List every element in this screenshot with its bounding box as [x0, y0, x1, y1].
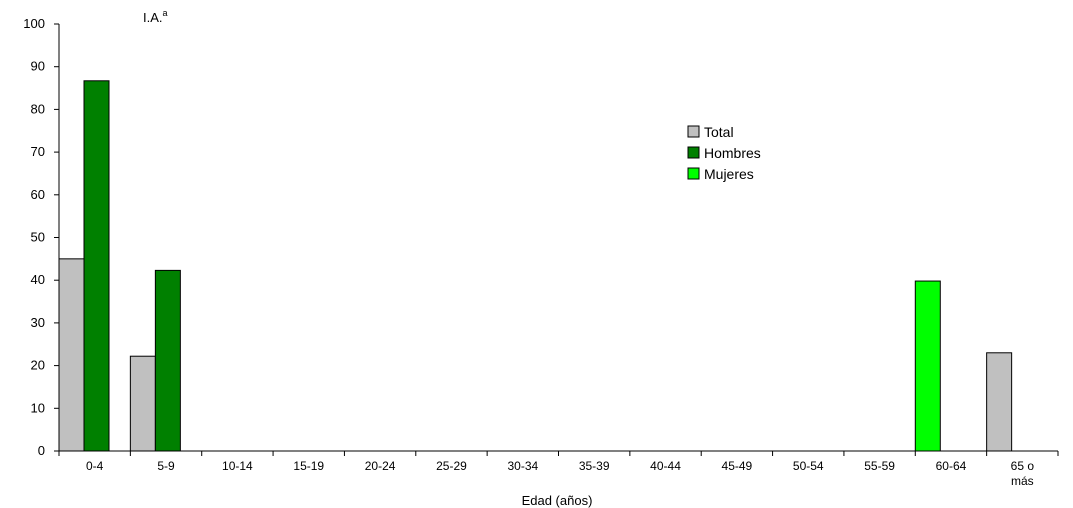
bar-total-65-o-más	[986, 352, 1013, 452]
y-tick-label: 0	[38, 443, 45, 458]
x-tick-label: 15-19	[293, 459, 324, 473]
x-tick-label: 30-34	[507, 459, 538, 473]
legend-swatch-hombres	[687, 146, 700, 159]
y-tick-label: 60	[31, 187, 45, 202]
x-tick-label: 35-39	[579, 459, 610, 473]
x-axis: 0-4 5-9 10-14 15-19 20-24 25-29 30-34 35-39 40-4…	[58, 450, 1059, 488]
y-tick-label: 70	[31, 144, 45, 159]
y-tick-label: 50	[31, 230, 45, 245]
legend-label-hombres: Hombres	[704, 145, 761, 161]
bars	[58, 80, 1013, 452]
y-tick-label: 20	[31, 358, 45, 373]
bar-mujeres-60-64	[914, 280, 941, 452]
x-tick-label: 5-9	[157, 459, 175, 473]
legend-label-mujeres: Mujeres	[704, 166, 754, 182]
bar-hombres-5-9	[154, 269, 181, 452]
bar-total-5-9	[129, 355, 156, 452]
x-tick-label: 60-64	[936, 459, 967, 473]
y-tick-label: 80	[31, 101, 45, 116]
y-tick-label: 30	[31, 315, 45, 330]
y-tick-label: 100	[23, 16, 45, 31]
bar-total-0-4	[58, 258, 85, 452]
x-tick-label: 20-24	[365, 459, 396, 473]
bar-hombres-0-4	[83, 80, 110, 452]
x-tick-label: 40-44	[650, 459, 681, 473]
x-axis-title: Edad (años)	[522, 493, 593, 508]
x-tick-label: 65 o	[1011, 459, 1035, 473]
legend-swatch-mujeres	[687, 167, 700, 180]
y-axis: 0 10 20 30 40 50 60 70 80 90 100	[23, 16, 60, 458]
x-tick-label: 45-49	[722, 459, 753, 473]
x-tick-label: 0-4	[86, 459, 104, 473]
x-tick-label: 10-14	[222, 459, 253, 473]
y-tick-label: 10	[31, 400, 45, 415]
legend: Total Hombres Mujeres	[687, 124, 761, 182]
x-tick-label: 55-59	[864, 459, 895, 473]
x-tick-label: 50-54	[793, 459, 824, 473]
legend-swatch-total	[687, 125, 700, 138]
y-tick-label: 90	[31, 59, 45, 74]
y-axis-title: I.A.a	[143, 8, 168, 25]
legend-label-total: Total	[704, 124, 734, 140]
x-tick-label: 25-29	[436, 459, 467, 473]
y-tick-label: 40	[31, 272, 45, 287]
x-tick-label: más	[1011, 474, 1034, 488]
